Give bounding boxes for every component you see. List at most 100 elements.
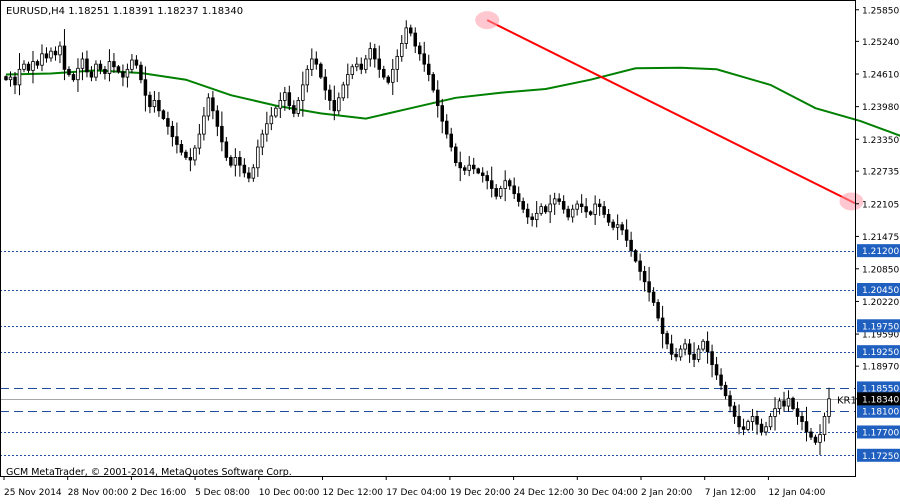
plot-frame [0,0,856,477]
candle-body [728,395,732,407]
candle-body [296,100,301,114]
price-tick-label: 1.23350 [862,136,899,146]
price-tick-label: 1.24610 [862,71,899,81]
candle-body [746,421,750,430]
candle-body [4,76,8,81]
candle-body [364,58,368,70]
time-tick-label: 17 Dec 04:00 [386,488,447,498]
candle-body [759,423,764,433]
candle-body [179,144,184,153]
axes-layer [0,0,856,477]
candle-body [62,45,67,70]
time-tick-label: 5 Dec 08:00 [195,488,250,498]
candle-body [714,364,719,376]
moving-average-line [5,66,900,137]
candle-body [791,397,795,410]
candle-body [247,172,251,179]
candle-body [193,147,197,161]
candle-body [94,63,98,78]
level-label: 1.18100 [862,408,899,418]
candle-body [683,343,687,350]
candle-body [125,68,130,78]
candle-body [251,167,256,179]
candle-body [426,63,431,75]
candle-body [786,397,791,407]
candle-body [417,45,422,55]
time-tick-label: 12 Dec 12:00 [323,488,384,498]
level-label-bg [857,283,900,297]
candle-body [40,53,44,66]
candle-body [458,162,462,169]
candle-body [498,188,503,197]
candle-body [597,203,602,208]
candle-body [413,32,417,47]
candle-body [723,384,728,397]
candle-body [328,89,332,101]
level-label: 1.17700 [862,428,899,438]
price-tick-label: 1.19590 [862,331,899,341]
candle-body [485,175,489,182]
level-label-bg [857,244,900,258]
candle-body [391,68,395,83]
candle-body [359,63,364,70]
candle-body [377,58,382,70]
candle-body [827,398,831,417]
candle-body [822,416,827,435]
current-price-label: 1.18340 [862,395,899,405]
candle-body [188,157,193,161]
price-labels: 1.21200 1.20450 1.19750 1.19250 1.18550 1.181… [857,244,900,462]
candle-body [710,351,714,366]
candle-body [323,76,328,91]
level-label-bg [857,381,900,395]
candle-body [17,68,22,86]
candle-body [579,203,584,208]
candle-body [602,206,606,215]
candle-body [642,270,647,283]
candle-body [773,408,777,417]
candle-body [211,97,215,112]
candle-body [350,66,355,75]
candle-body [665,333,669,345]
candle-body [561,201,566,210]
candle-body [435,89,440,107]
candle-body [71,74,76,81]
moving-average-layer [5,66,900,137]
candle-body [593,203,597,215]
candle-body [669,343,674,355]
candle-body [368,48,373,60]
candle-body [233,157,238,166]
candle-body [462,167,467,171]
candle-body [346,74,350,86]
candle-body [229,157,233,166]
candle-body [624,229,629,241]
candle-body [521,201,525,210]
candle-body [382,68,386,78]
candle-body [588,211,593,215]
candle-body [660,317,665,334]
candle-body [197,133,202,149]
time-tick-label: 30 Dec 04:00 [577,488,638,498]
candle-body [337,97,341,112]
candle-body [404,27,409,44]
candle-body [741,426,746,430]
time-tick-label: 7 Jan 12:00 [705,488,757,498]
candle-body [170,125,175,138]
candle-body [31,61,35,71]
candle-body [611,221,615,228]
candle-body [750,416,755,423]
candle-body [692,353,696,360]
candle-body [818,434,822,443]
candle-body [224,141,229,158]
price-tick-label: 1.21475 [862,233,899,243]
candle-body [139,64,143,81]
candle-body [782,400,786,407]
candle-body [777,400,782,410]
candle-body [534,212,539,220]
candle-body [152,100,157,108]
candle-body [566,208,570,218]
candle-body [575,203,579,210]
candle-body [260,133,265,148]
candle-body [44,53,49,59]
